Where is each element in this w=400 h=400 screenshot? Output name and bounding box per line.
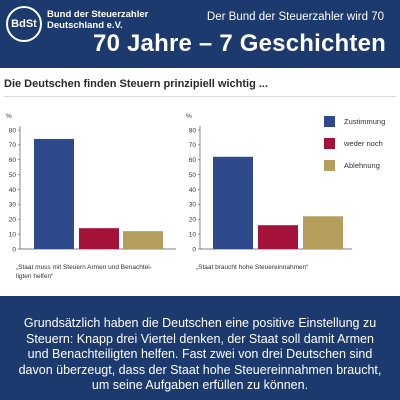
legend-item: Zustimmung: [324, 111, 385, 131]
legend-label: Ablehnung: [344, 160, 380, 170]
chart-caption: „Staat muss mit Steuern Armen und Benach…: [16, 264, 152, 271]
bar-weder-noch: [258, 225, 298, 249]
y-tick-label: 70: [9, 142, 17, 149]
y-tick-label: 40: [9, 187, 17, 194]
legend-swatch: [324, 159, 335, 171]
legend: Zustimmung weder noch Ablehnung: [324, 111, 385, 177]
y-tick-label: 60: [9, 157, 17, 164]
chart-panel: Die Deutschen finden Steuern prinzipiell…: [0, 68, 400, 296]
y-tick-label: 60: [189, 157, 197, 164]
header-subtitle: Der Bund der Steuerzahler wird 70: [206, 11, 384, 23]
bar-ablehnung: [123, 231, 163, 249]
footer-text: Grundsätzlich haben die Deutschen eine p…: [0, 296, 400, 400]
y-tick-label: 20: [9, 217, 17, 224]
chart-title: Die Deutschen finden Steuern prinzipiell…: [4, 78, 269, 90]
bar-charts: % 0 10 20 30 40 50 60 70 80 „Staat muss mit Steuer…: [6, 113, 352, 280]
legend-label: Zustimmung: [344, 116, 386, 126]
y-tick-label: 30: [189, 202, 197, 209]
legend-swatch: [324, 115, 335, 127]
y-tick-label: 10: [9, 231, 17, 238]
bar-chart-1: % 0 10 20 30 40 50 60 70 80 „Staat muss mit Steuer…: [6, 113, 176, 280]
headline: 70 Jahre – 7 Geschichten: [93, 30, 386, 57]
y-tick-label: 0: [192, 246, 196, 253]
legend-swatch: [324, 137, 335, 149]
bar-weder-noch: [79, 228, 119, 249]
chart-caption-line2: ligten helfen“: [16, 273, 53, 280]
y-unit-label: %: [6, 113, 12, 120]
y-tick-label: 30: [9, 202, 17, 209]
y-tick-label: 70: [189, 142, 197, 149]
organization-name: Bund der Steuerzahler Deutschland e.V.: [47, 9, 167, 31]
y-tick-label: 50: [189, 172, 197, 179]
y-tick-label: 50: [9, 172, 17, 179]
bdst-logo: BdSt: [6, 6, 42, 42]
y-tick-label: 80: [9, 127, 17, 134]
bar-zustimmung: [213, 156, 253, 249]
y-unit-label: %: [186, 113, 192, 120]
y-tick-label: 40: [189, 187, 197, 194]
y-tick-label: 20: [189, 217, 197, 224]
y-tick-label: 0: [12, 246, 16, 253]
organization-name-line1: Bund der Steuerzahler: [47, 9, 149, 20]
legend-item: weder noch: [324, 133, 385, 153]
bar-zustimmung: [34, 138, 74, 249]
legend-item: Ablehnung: [324, 155, 385, 175]
legend-label: weder noch: [344, 138, 383, 148]
header: BdSt Bund der Steuerzahler Deutschland e…: [0, 0, 400, 68]
y-tick-label: 80: [189, 127, 197, 134]
chart-caption: „Staat braucht hohe Steuereinnahmen“: [196, 264, 308, 271]
organization-name-line2: Deutschland e.V.: [47, 20, 123, 31]
bar-ablehnung: [303, 216, 343, 249]
y-tick-label: 10: [189, 231, 197, 238]
title-divider: [4, 96, 396, 97]
bar-chart-2: % 0 10 20 30 40 50 60 70 80 „Staat braucht hohe St…: [186, 113, 352, 271]
